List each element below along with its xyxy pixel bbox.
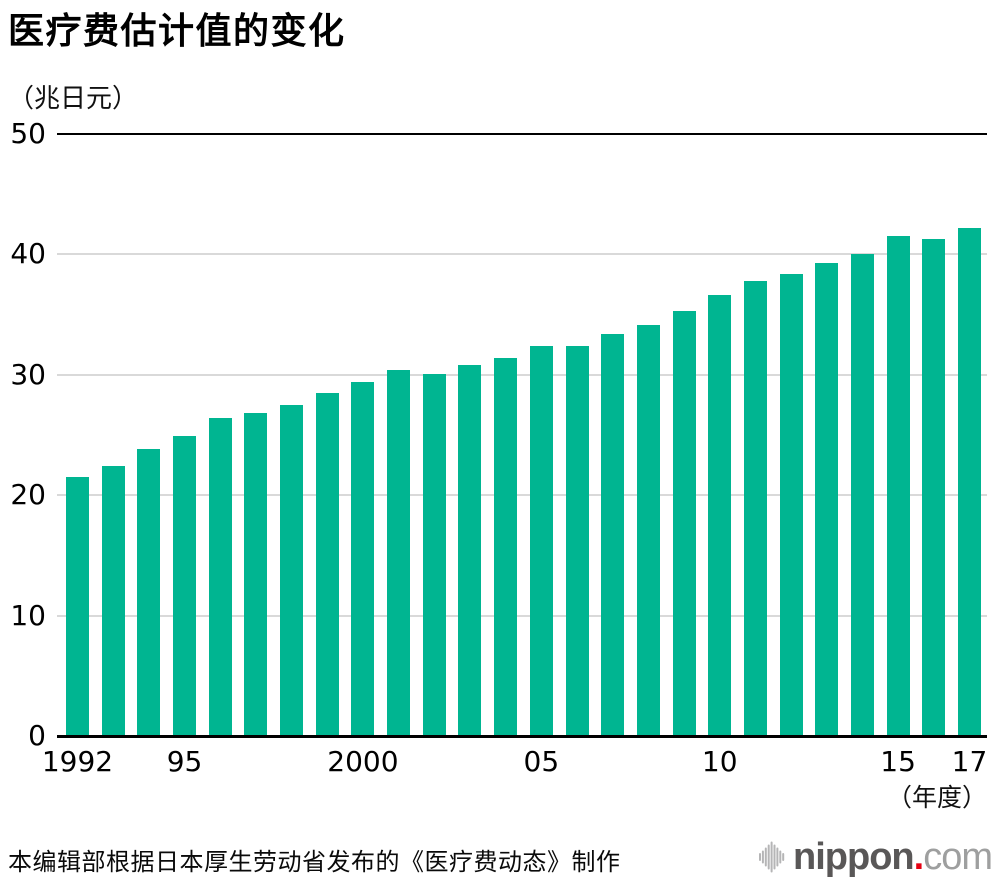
x-tick-label-10: 10	[701, 745, 738, 778]
bar-1996	[208, 418, 232, 736]
bar-2012	[779, 273, 803, 736]
nippon-com-logo: nippon.com	[758, 836, 993, 878]
gridline-20	[57, 494, 987, 497]
bar-2013	[815, 262, 839, 736]
bar-2011	[743, 280, 767, 736]
bar-2009	[672, 310, 696, 736]
x-tick-label-05: 05	[523, 745, 560, 778]
y-tick-label-0: 0	[28, 719, 46, 752]
gridline-50	[57, 133, 987, 135]
gridline-0	[57, 734, 987, 738]
logo-dot: .	[913, 836, 925, 878]
source-note: 本编辑部根据日本厚生劳动省发布的《医疗费动态》制作	[8, 849, 621, 876]
bar-2014	[850, 254, 874, 736]
x-tick-label-95: 95	[166, 745, 203, 778]
gridline-40	[57, 253, 987, 256]
bar-1995	[173, 436, 197, 736]
bar-1998	[280, 404, 304, 736]
bar-2000	[351, 382, 375, 736]
logo-text: nippon.com	[793, 836, 993, 878]
y-axis-unit-label: （兆日元）	[8, 83, 139, 113]
bar-2010	[708, 295, 732, 736]
bar-2005	[529, 345, 553, 736]
y-tick-label-40: 40	[10, 237, 46, 271]
bar-1993	[101, 466, 125, 736]
y-tick-label-30: 30	[10, 357, 46, 391]
bar-2004	[494, 357, 518, 736]
bar-2001	[387, 369, 411, 736]
logo-tld: com	[923, 836, 993, 878]
bar-1999	[315, 392, 339, 736]
bar-2006	[565, 345, 589, 736]
x-tick-label-1992: 1992	[41, 745, 114, 778]
bar-1992	[66, 477, 89, 736]
bar-2008	[636, 325, 660, 736]
y-tick-label-50: 50	[10, 117, 46, 150]
bar-2015	[886, 236, 910, 736]
bar-2007	[601, 333, 625, 736]
bar-2002	[422, 373, 446, 736]
x-tick-label-17: 17	[951, 745, 988, 778]
gridline-30	[57, 373, 987, 376]
y-tick-label-10: 10	[10, 598, 46, 632]
x-tick-label-15: 15	[880, 745, 916, 778]
bar-1997	[244, 413, 268, 736]
chart-title: 医疗费估计值的变化	[8, 10, 346, 51]
gridline-10	[57, 614, 987, 617]
bar-1994	[137, 449, 161, 736]
logo-name: nippon	[793, 836, 915, 878]
soundwave-icon	[759, 841, 785, 873]
bar-2003	[458, 365, 482, 736]
x-axis-unit-label: （年度）	[886, 784, 987, 812]
y-tick-label-20: 20	[10, 478, 46, 512]
x-tick-label-2000: 2000	[327, 745, 399, 778]
bar-2016	[922, 238, 946, 736]
bar-2017	[958, 227, 981, 736]
